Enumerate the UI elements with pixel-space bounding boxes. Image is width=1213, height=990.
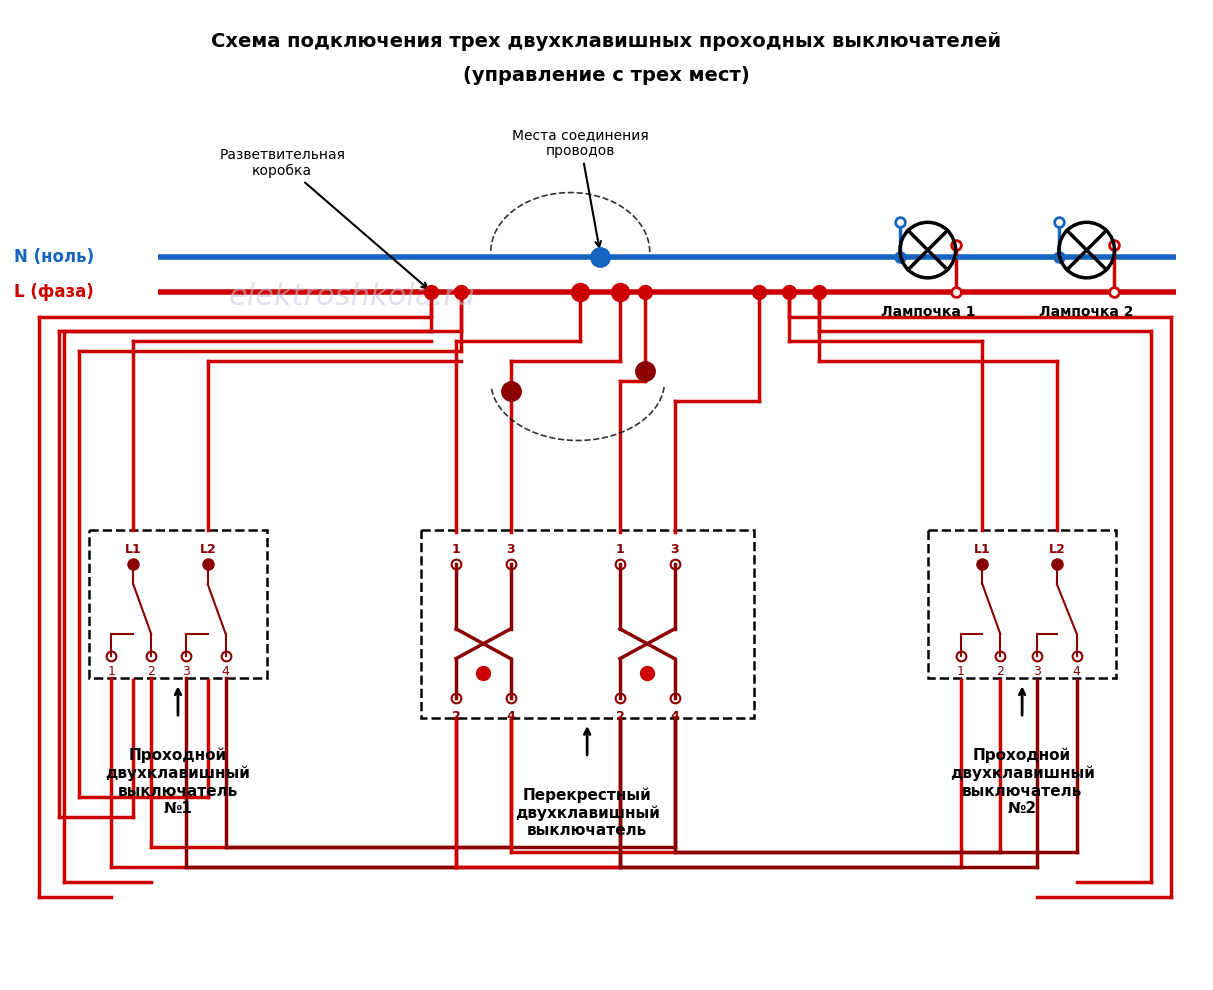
Text: Места соединения
проводов: Места соединения проводов (512, 128, 649, 248)
Text: 2: 2 (615, 710, 625, 723)
Text: 4: 4 (222, 665, 229, 678)
Text: 2: 2 (996, 665, 1004, 678)
Text: 2: 2 (147, 665, 155, 678)
Text: 3: 3 (506, 544, 516, 556)
Text: 1: 1 (108, 665, 115, 678)
Text: 2: 2 (451, 710, 461, 723)
Text: 3: 3 (182, 665, 190, 678)
Text: L2: L2 (1048, 544, 1065, 556)
Text: 3: 3 (671, 544, 679, 556)
Text: Лампочка 2: Лампочка 2 (1040, 305, 1134, 319)
Bar (928, 530, 1116, 678)
Bar (89, 530, 267, 678)
Text: L (фаза): L (фаза) (15, 283, 93, 301)
Text: 1: 1 (957, 665, 964, 678)
Text: Лампочка 1: Лампочка 1 (881, 305, 975, 319)
Text: 3: 3 (1033, 665, 1041, 678)
Text: (управление с трех мест): (управление с трех мест) (462, 66, 750, 85)
Text: Разветвительная
коробка: Разветвительная коробка (220, 148, 427, 288)
Text: Проходной
двухклавишный
выключатель
№2: Проходной двухклавишный выключатель №2 (950, 747, 1094, 816)
Text: Перекрестный
двухклавишный
выключатель: Перекрестный двухклавишный выключатель (514, 787, 660, 839)
Text: 4: 4 (670, 710, 679, 723)
Text: L1: L1 (125, 544, 142, 556)
Text: Проходной
двухклавишный
выключатель
№1: Проходной двухклавишный выключатель №1 (106, 747, 250, 816)
Text: L2: L2 (199, 544, 216, 556)
Text: 1: 1 (451, 544, 461, 556)
Text: Схема подключения трех двухклавишных проходных выключателей: Схема подключения трех двухклавишных про… (211, 33, 1001, 51)
Text: 1: 1 (615, 544, 625, 556)
Text: N (ноль): N (ноль) (15, 248, 95, 266)
Text: 4: 4 (506, 710, 516, 723)
Text: 4: 4 (1072, 665, 1081, 678)
Bar (421, 530, 754, 718)
Text: L1: L1 (974, 544, 991, 556)
Text: elektroshkola.ru: elektroshkola.ru (228, 282, 475, 311)
